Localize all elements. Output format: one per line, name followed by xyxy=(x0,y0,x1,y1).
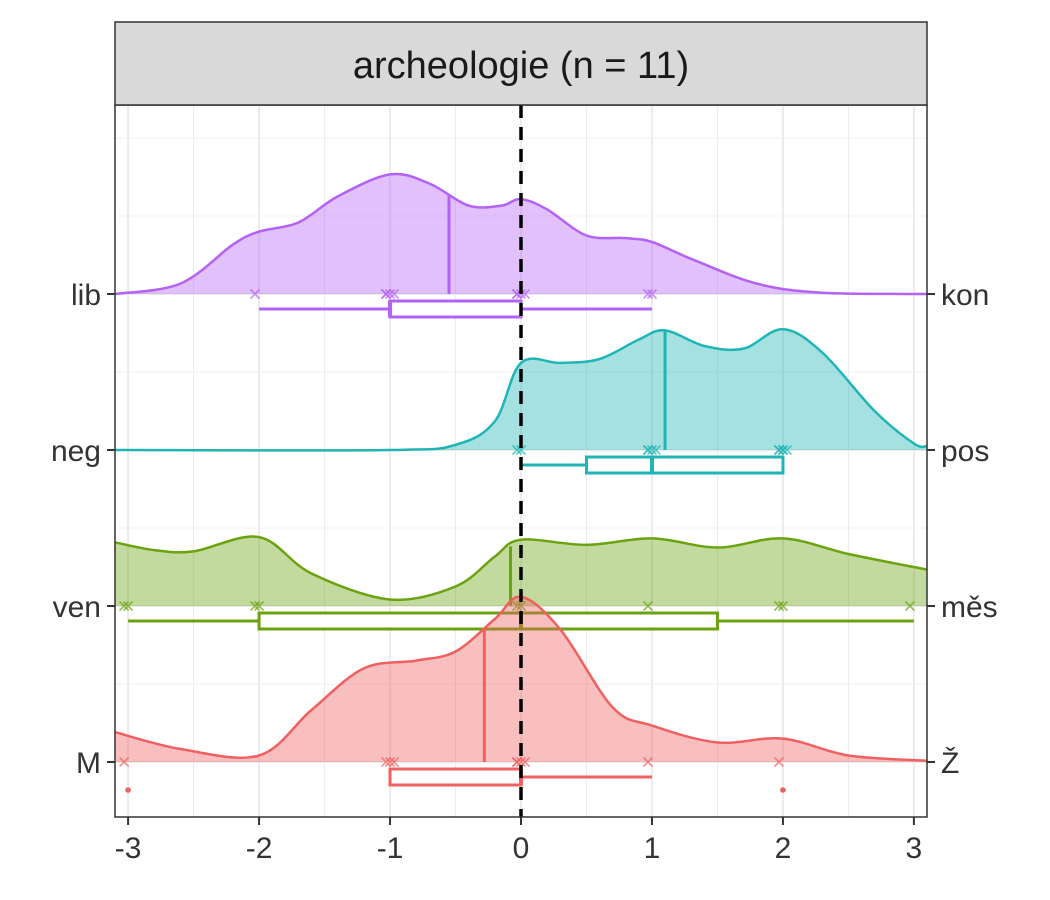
data-point-neg-pos xyxy=(646,444,658,456)
data-point-ven-mes xyxy=(511,600,523,612)
data-point-ven-mes xyxy=(119,600,130,612)
data-point-ven-mes xyxy=(253,600,265,612)
density-area-neg-pos xyxy=(115,329,927,451)
data-point-neg-pos xyxy=(642,444,654,456)
outlier-M-Z xyxy=(125,787,131,793)
data-point-neg-pos xyxy=(777,444,789,456)
data-point-lib-kon xyxy=(388,288,400,300)
data-point-neg-pos xyxy=(650,444,662,456)
data-point-M-Z xyxy=(388,756,400,768)
x-tick-label: 0 xyxy=(513,832,530,865)
strip-background xyxy=(114,21,928,106)
y-tick-label-left: lib xyxy=(71,279,101,312)
axis-layer: -3 -2 -1 0 1 2 3 lib kon neg pos ven měs M Ž xyxy=(51,279,998,865)
data-point-M-Z xyxy=(119,756,130,768)
data-point-neg-pos xyxy=(515,444,527,456)
data-point-M-Z xyxy=(773,756,785,768)
density-area-lib-kon xyxy=(115,173,927,294)
x-tick-label: 1 xyxy=(644,832,661,865)
density-curve-M-Z xyxy=(114,595,928,762)
density-curve-ven-mes xyxy=(114,535,928,602)
data-point-lib-kon xyxy=(249,288,261,300)
box-M-Z xyxy=(388,767,523,787)
y-tick-label-right: pos xyxy=(941,435,989,468)
outlier-M-Z xyxy=(780,787,786,793)
box-ven-mes xyxy=(257,611,719,631)
data-point-lib-kon xyxy=(646,288,658,300)
data-point-lib-kon xyxy=(642,288,654,300)
y-tick-label-left: ven xyxy=(53,591,101,624)
x-tick-label: -1 xyxy=(377,832,404,865)
data-point-ven-mes xyxy=(123,600,134,612)
data-point-ven-mes xyxy=(642,600,654,612)
y-tick-label-right: Ž xyxy=(941,747,959,780)
x-tick-label: -2 xyxy=(246,832,273,865)
box-neg-pos xyxy=(584,455,785,475)
data-point-neg-pos xyxy=(773,444,785,456)
data-point-lib-kon xyxy=(380,288,392,300)
chart-title: archeologie (n = 11) xyxy=(353,45,689,87)
ridge-neg-pos xyxy=(114,327,928,475)
data-point-M-Z xyxy=(642,756,654,768)
data-point-ven-mes xyxy=(515,600,527,612)
data-point-M-Z xyxy=(384,756,396,768)
density-curve-neg-pos xyxy=(114,327,928,452)
y-tick-label-left: neg xyxy=(51,435,101,468)
data-point-neg-pos xyxy=(781,444,793,456)
box-lib-kon xyxy=(388,299,523,319)
y-tick-label-left: M xyxy=(76,747,101,780)
x-tick-label: 3 xyxy=(906,832,923,865)
x-tick-label: 2 xyxy=(775,832,792,865)
data-point-M-Z xyxy=(515,756,527,768)
y-tick-label-right: měs xyxy=(941,591,998,624)
data-point-ven-mes xyxy=(773,600,785,612)
data-point-ven-mes xyxy=(249,600,261,612)
data-point-M-Z xyxy=(380,756,392,768)
y-tick-label-right: kon xyxy=(941,279,989,312)
ridge-lib-kon xyxy=(114,172,928,319)
data-point-ven-mes xyxy=(777,600,789,612)
data-point-lib-kon xyxy=(384,288,396,300)
density-curve-lib-kon xyxy=(114,172,928,296)
x-tick-label: -3 xyxy=(115,832,142,865)
data-point-ven-mes xyxy=(904,600,915,612)
